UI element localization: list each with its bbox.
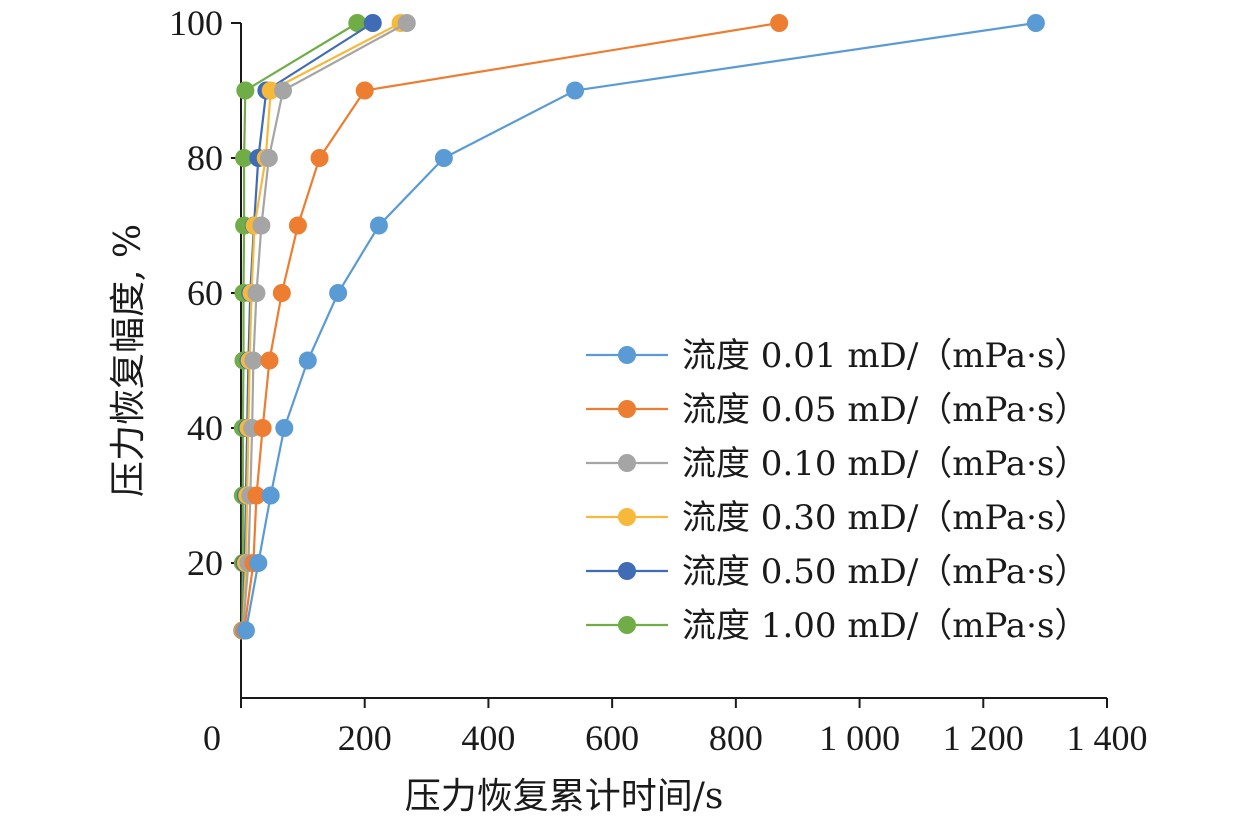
legend-entry: 流度 0.10 mD/（mPa·s）	[586, 444, 1088, 484]
series-line	[244, 21, 1037, 631]
x-ticks: 0 200 400 600 800 1 000 1 200 1 400	[203, 698, 1148, 758]
data-point	[236, 81, 255, 100]
data-point	[252, 216, 271, 235]
series-2	[235, 14, 789, 640]
y-tick-label: 20	[187, 543, 223, 583]
legend-label: 流度 0.05 mD/（mPa·s）	[682, 390, 1088, 430]
data-point	[272, 284, 291, 302]
legend-label: 流度 1.00 mD/（mPa·s）	[682, 606, 1088, 646]
data-point	[253, 419, 272, 437]
data-point	[249, 554, 268, 572]
data-point	[247, 284, 266, 302]
x-tick-label: 0	[203, 718, 221, 758]
series-1	[236, 14, 1045, 640]
data-point	[329, 284, 348, 302]
data-point	[236, 621, 255, 640]
data-point	[235, 149, 254, 167]
y-axis-title: 压力恢复幅度, %	[108, 224, 149, 497]
data-point	[261, 486, 280, 505]
data-point	[310, 149, 329, 167]
x-tick-label: 1 400	[1067, 718, 1148, 758]
data-point	[298, 351, 317, 370]
data-point	[363, 14, 382, 32]
data-point	[288, 216, 307, 235]
legend-marker	[618, 400, 636, 418]
legend-marker	[618, 508, 636, 526]
series-4	[233, 14, 410, 640]
x-tick-label: 400	[461, 718, 515, 758]
series-line	[241, 22, 374, 631]
legend-entry: 流度 0.30 mD/（mPa·s）	[586, 498, 1088, 538]
data-point	[1026, 14, 1045, 32]
legend-entry: 流度 0.50 mD/（mPa·s）	[586, 552, 1088, 592]
x-tick-label: 800	[709, 718, 763, 758]
legend-label: 流度 0.50 mD/（mPa·s）	[682, 552, 1088, 592]
y-tick-label: 60	[187, 273, 223, 313]
series-line	[243, 21, 780, 631]
data-point	[369, 216, 388, 235]
x-tick-label: 200	[338, 718, 392, 758]
series-5	[233, 14, 382, 640]
legend-marker	[618, 346, 636, 364]
data-point	[566, 81, 585, 100]
x-tick-label: 1 200	[943, 718, 1024, 758]
data-point	[261, 81, 280, 100]
data-point	[434, 149, 453, 167]
data-point	[355, 81, 374, 100]
legend-marker	[618, 454, 636, 472]
data-point	[348, 14, 367, 32]
data-point	[274, 81, 293, 100]
data-point	[770, 14, 789, 32]
legend-marker	[618, 616, 636, 634]
legend-label: 流度 0.30 mD/（mPa·s）	[682, 498, 1088, 538]
x-axis-title: 压力恢复累计时间/s	[405, 776, 724, 817]
legend: 流度 0.01 mD/（mPa·s） 流度 0.05 mD/（mPa·s） 流度 0…	[586, 336, 1088, 646]
series-line	[241, 22, 402, 631]
x-tick-label: 1 000	[819, 718, 900, 758]
legend-entry: 流度 1.00 mD/（mPa·s）	[586, 606, 1088, 646]
series-line	[241, 22, 358, 631]
data-point	[244, 351, 263, 370]
legend-entry: 流度 0.01 mD/（mPa·s）	[586, 336, 1088, 376]
y-tick-label: 40	[187, 408, 223, 448]
data-point	[275, 419, 294, 437]
data-point	[397, 14, 416, 32]
data-point	[247, 486, 266, 505]
x-tick-label: 600	[585, 718, 639, 758]
data-point	[260, 351, 279, 370]
legend-marker	[618, 562, 636, 580]
y-tick-label: 80	[187, 138, 223, 178]
series-layer	[233, 14, 1045, 640]
legend-label: 流度 0.10 mD/（mPa·s）	[682, 444, 1088, 484]
series-line	[241, 22, 408, 631]
y-tick-label: 100	[169, 3, 223, 43]
legend-entry: 流度 0.05 mD/（mPa·s）	[586, 390, 1088, 430]
y-ticks: 20 40 60 80 100	[169, 3, 241, 583]
data-point	[259, 149, 278, 167]
legend-label: 流度 0.01 mD/（mPa·s）	[682, 336, 1088, 376]
